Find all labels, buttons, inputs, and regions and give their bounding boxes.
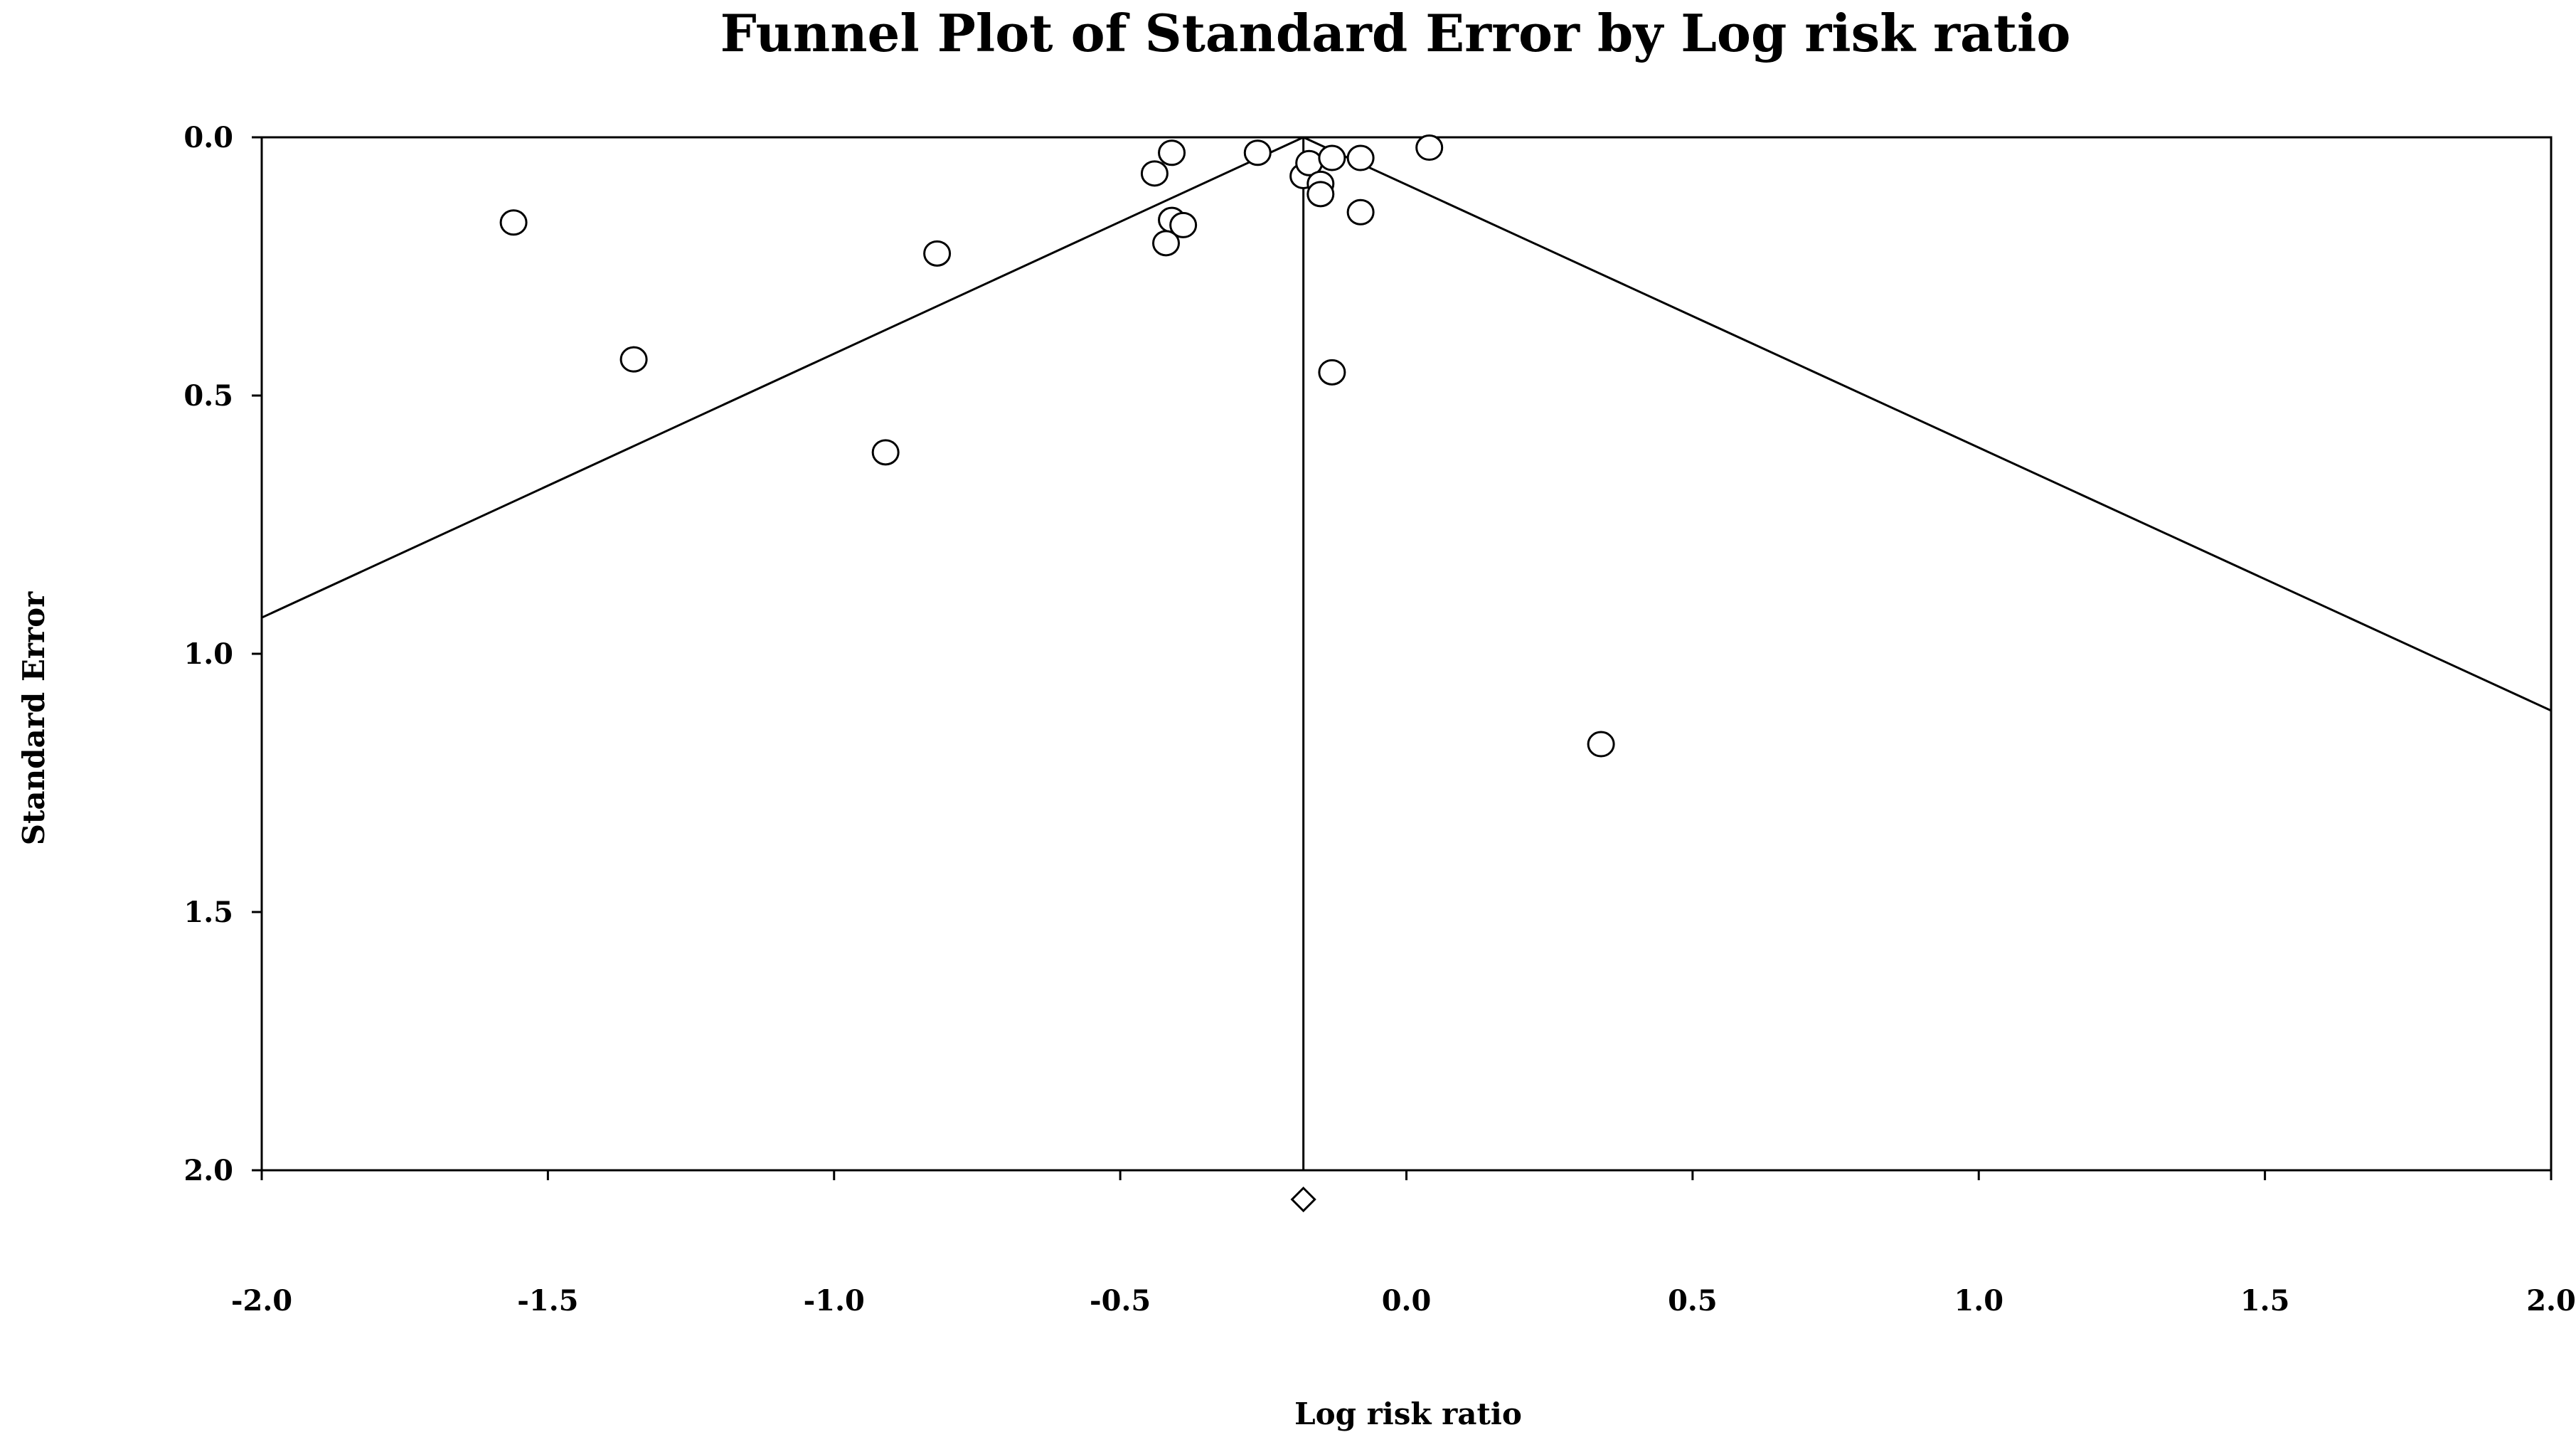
y-axis-ticks: 0.0 0.5 1.0 1.5 2.0 xyxy=(183,121,262,1187)
y-tick-label: 0.5 xyxy=(183,379,233,413)
x-axis-ticks: -2.0 -1.5 -1.0 -0.5 0.0 0.5 1.0 1.5 2.0 xyxy=(231,1170,2576,1318)
summary-estimate xyxy=(1290,1186,1316,1213)
study-point xyxy=(1587,731,1615,758)
y-tick-label: 0.0 xyxy=(183,121,233,154)
study-point xyxy=(1158,139,1186,166)
study-point xyxy=(1152,230,1181,257)
study-point xyxy=(1346,144,1375,171)
y-tick-label: 1.5 xyxy=(183,896,233,929)
study-point xyxy=(1140,160,1169,187)
study-point xyxy=(923,240,952,267)
study-point xyxy=(619,346,648,373)
study-point xyxy=(1318,144,1346,171)
study-point xyxy=(1306,181,1335,208)
x-tick-label: 1.5 xyxy=(2240,1284,2290,1318)
x-tick-label: -1.0 xyxy=(804,1284,865,1318)
summary-diamond xyxy=(1290,1186,1316,1213)
funnel-guides xyxy=(261,136,2552,1170)
x-tick-label: -1.5 xyxy=(517,1284,578,1318)
study-point xyxy=(499,209,528,236)
study-point xyxy=(1318,359,1346,386)
study-point xyxy=(1415,134,1444,161)
study-point xyxy=(1243,139,1272,166)
plot-frame xyxy=(260,136,2553,1172)
x-tick-label: 0.5 xyxy=(1668,1284,1718,1318)
y-tick-label: 2.0 xyxy=(183,1154,233,1187)
x-axis-label: Log risk ratio xyxy=(1294,1396,1522,1431)
y-tick-label: 1.0 xyxy=(183,637,233,671)
x-tick-label: 1.0 xyxy=(1954,1284,2003,1318)
x-tick-label: 2.0 xyxy=(2526,1284,2576,1318)
chart-title: Funnel Plot of Standard Error by Log ris… xyxy=(720,3,2071,63)
study-point xyxy=(1169,211,1198,238)
study-points xyxy=(499,134,1615,758)
x-tick-label: -2.0 xyxy=(231,1284,292,1318)
study-point xyxy=(871,439,900,466)
study-point xyxy=(1346,198,1375,226)
funnel-line-2 xyxy=(1303,136,2552,712)
x-tick-label: -0.5 xyxy=(1090,1284,1151,1318)
funnel-line-1 xyxy=(261,136,1304,619)
x-tick-label: 0.0 xyxy=(1382,1284,1432,1318)
y-axis-label: Standard Error xyxy=(16,591,51,845)
